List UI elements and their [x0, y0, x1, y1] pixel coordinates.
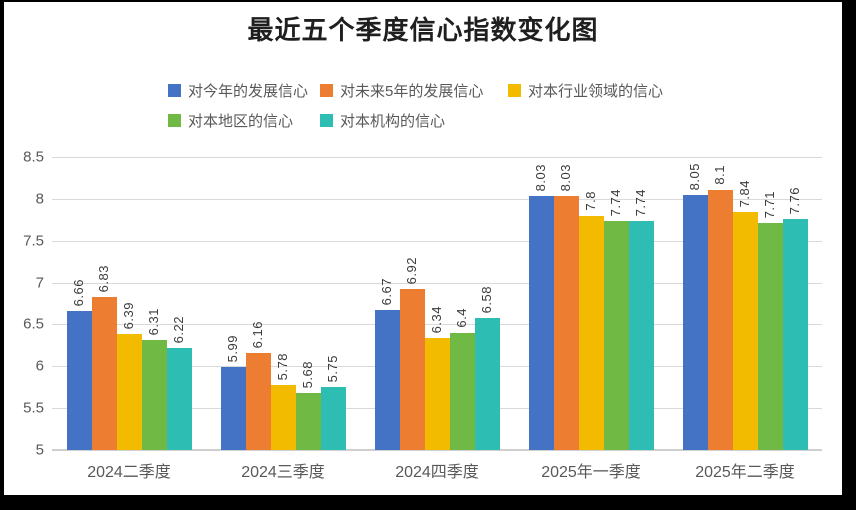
x-axis-category-label: 2024二季度 [87, 464, 171, 481]
gridline [52, 449, 822, 451]
y-axis-tick-label: 7 [35, 274, 44, 292]
legend-label: 对今年的发展信心 [188, 82, 309, 100]
bar-value-label: 7.74 [633, 188, 648, 216]
bar-value-label: 8.03 [558, 163, 573, 191]
y-axis-tick-label: 8.5 [23, 148, 44, 166]
gridline [52, 240, 822, 242]
bar [757, 223, 783, 450]
y-axis-tick-label: 5.5 [23, 399, 44, 417]
bar-value-label: 5.75 [325, 354, 340, 382]
bar [707, 190, 733, 450]
bar [553, 196, 579, 450]
bar-value-label: 6.16 [250, 320, 265, 348]
bar-value-label: 6.4 [454, 308, 469, 328]
bar-value-label: 5.68 [300, 360, 315, 388]
bar [141, 340, 167, 450]
chart-canvas: 最近五个季度信心指数变化图 对今年的发展信心 对未来5年的发展信心 对本行业领域的信… [4, 2, 842, 495]
bar [449, 333, 475, 450]
bar-value-label: 6.58 [479, 285, 494, 313]
bar [320, 387, 346, 450]
x-axis-category-label: 2025年二季度 [695, 464, 795, 481]
gridline [52, 324, 822, 326]
bar [578, 216, 604, 450]
x-axis-category-label: 2025年一季度 [541, 464, 641, 481]
bar [474, 318, 500, 450]
legend-color-swatch [168, 113, 181, 127]
chart-title: 最近五个季度信心指数变化图 [247, 16, 599, 45]
bar [166, 348, 192, 450]
bar-value-label: 8.03 [533, 163, 548, 191]
legend-color-swatch [320, 113, 333, 127]
y-axis-tick-label: 6.5 [23, 315, 44, 333]
bar [603, 221, 629, 450]
bar [782, 219, 808, 450]
x-axis-category-label: 2024四季度 [395, 464, 479, 481]
bar-value-label: 6.39 [121, 301, 136, 329]
y-axis-tick-label: 7.5 [23, 232, 44, 250]
bar-value-label: 5.99 [225, 334, 240, 362]
legend-color-swatch [168, 83, 181, 97]
bar-value-label: 7.8 [583, 191, 598, 211]
bar-value-label: 6.67 [379, 277, 394, 305]
x-axis-category-label: 2024三季度 [241, 464, 325, 481]
legend-item: 对未来5年的发展信心 [320, 80, 483, 100]
bar [374, 310, 400, 450]
bar-value-label: 5.78 [275, 352, 290, 380]
plot-area: 5 5.5 6 6.5 7 7.5 8 8.5 6.66 6.83 6.39 6.31 6.22 2024… [4, 2, 842, 495]
gridline [52, 157, 822, 158]
legend-item: 对本机构的信心 [320, 110, 445, 130]
bar [220, 367, 246, 450]
bar [116, 334, 142, 450]
legend-label: 对本机构的信心 [340, 112, 446, 130]
y-axis-tick-label: 8 [35, 190, 44, 208]
bar-value-label: 6.34 [429, 305, 444, 333]
bar-value-label: 7.74 [608, 188, 623, 216]
legend-item: 对本行业领域的信心 [508, 80, 663, 100]
bar [270, 385, 296, 450]
bar-value-label: 8.05 [687, 162, 702, 190]
bar-value-label: 7.76 [787, 186, 802, 214]
bar [245, 353, 271, 450]
legend-item: 对本地区的信心 [168, 110, 293, 130]
legend-label: 对未来5年的发展信心 [340, 82, 484, 100]
bar-value-label: 6.83 [96, 264, 111, 292]
bar [399, 289, 425, 450]
bar [295, 393, 321, 450]
legend-color-swatch [508, 83, 521, 97]
bar-value-label: 6.92 [404, 256, 419, 284]
legend-color-swatch [320, 83, 333, 97]
gridline [52, 282, 822, 284]
bar [91, 297, 117, 450]
legend-label: 对本地区的信心 [188, 112, 294, 130]
legend-item: 对今年的发展信心 [168, 80, 308, 100]
bar-value-label: 6.66 [71, 278, 86, 306]
bar-value-label: 8.1 [712, 165, 727, 185]
bar [628, 221, 654, 450]
bar [732, 212, 758, 450]
legend-label: 对本行业领域的信心 [528, 82, 664, 100]
bar [424, 338, 450, 450]
bar-value-label: 6.22 [171, 315, 186, 343]
bar-value-label: 7.71 [762, 190, 777, 218]
y-axis-tick-label: 5 [35, 441, 44, 459]
bar [528, 196, 554, 450]
y-axis-tick-label: 6 [35, 357, 44, 375]
bar [66, 311, 92, 450]
gridline [52, 198, 822, 200]
bar-value-label: 6.31 [146, 307, 161, 335]
bar-value-label: 7.84 [737, 179, 752, 207]
bar [682, 195, 708, 450]
